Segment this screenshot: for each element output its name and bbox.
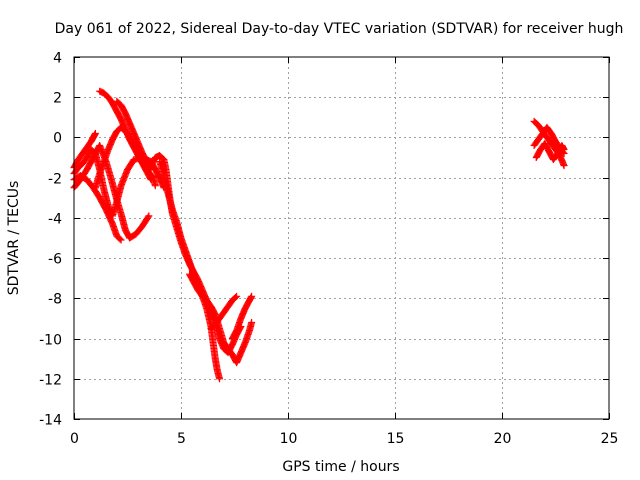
x-tick-label: 5 xyxy=(177,431,186,447)
data-point xyxy=(91,129,99,137)
x-axis-label: GPS time / hours xyxy=(282,459,399,475)
y-tick-label: 4 xyxy=(53,51,62,67)
x-tick-label: 25 xyxy=(601,431,619,447)
grid xyxy=(74,57,609,419)
y-tick-label: 2 xyxy=(53,91,62,107)
x-tick-label: 0 xyxy=(70,431,79,447)
data-point xyxy=(117,236,125,244)
data-point xyxy=(232,293,240,301)
y-tick-label: -12 xyxy=(39,373,62,389)
data-point xyxy=(116,235,124,243)
data-point xyxy=(248,318,256,326)
data-point xyxy=(144,213,152,221)
chart-title: Day 061 of 2022, Sidereal Day-to-day VTE… xyxy=(55,21,624,37)
y-axis-label: SDTVAR / TECUs xyxy=(6,181,22,296)
data-point xyxy=(147,176,155,184)
x-tick-label: 10 xyxy=(280,431,298,447)
y-tick-label: -6 xyxy=(48,252,62,268)
x-tick-label: 20 xyxy=(494,431,512,447)
data-point xyxy=(146,175,154,183)
data-point xyxy=(560,162,568,170)
data-point xyxy=(145,212,153,220)
y-tick-label: -10 xyxy=(39,333,62,349)
y-tick-label: -14 xyxy=(39,413,62,429)
data-point xyxy=(560,146,568,154)
y-tick-label: -8 xyxy=(48,292,62,308)
axis-ticks: 0 5 10 15 20 25 -14 -12 -10 -8 -6 -4 -2 0 2 4 xyxy=(39,51,618,448)
data-points xyxy=(70,87,568,383)
data-point xyxy=(216,375,224,383)
x-tick-label: 15 xyxy=(387,431,405,447)
data-point xyxy=(151,182,159,190)
data-point xyxy=(248,292,256,300)
y-tick-label: -2 xyxy=(48,172,62,188)
plot-frame xyxy=(73,56,610,420)
y-tick-label: 0 xyxy=(53,131,62,147)
y-tick-label: -4 xyxy=(48,212,62,228)
data-point xyxy=(233,292,241,300)
